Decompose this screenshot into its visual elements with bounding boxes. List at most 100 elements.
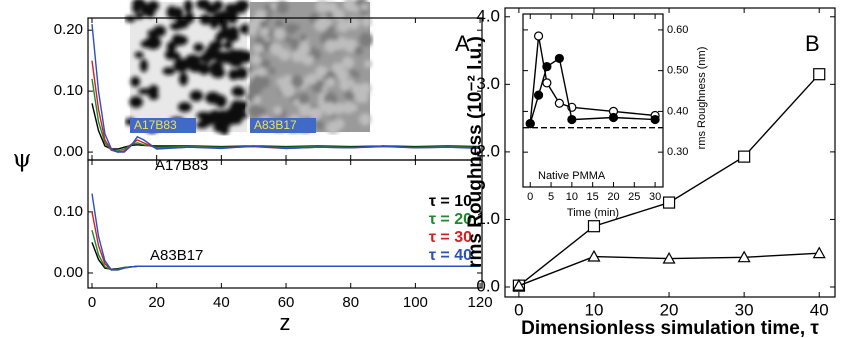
image-label: A17B83 [134, 118, 177, 132]
blob [232, 111, 248, 119]
page: {"chart_data": [ {"type": "line", "panel… [0, 0, 847, 338]
x-tick-label: 100 [403, 294, 428, 311]
x-axis-label: Dimensionless simulation time, τ [521, 318, 819, 338]
blob [223, 41, 232, 49]
x-tick-label: 15 [587, 191, 599, 203]
blob [199, 54, 211, 63]
blob [298, 43, 310, 55]
x-tick-label: 0 [88, 294, 96, 311]
y-tick-label: 0.10 [54, 82, 83, 99]
blob [337, 20, 349, 32]
blob [166, 6, 177, 19]
blob [193, 43, 204, 52]
marker [535, 32, 543, 40]
blob [300, 34, 307, 41]
x-tick-label: 20 [148, 294, 165, 311]
marker [568, 116, 576, 124]
y-tick-label: 0.30 [667, 146, 688, 158]
inset-bg [523, 14, 663, 187]
blob [153, 25, 166, 36]
blob [354, 46, 363, 55]
blob [149, 85, 159, 95]
panel-label: B [805, 31, 820, 56]
blob [359, 33, 373, 47]
blob [235, 67, 248, 79]
blob [332, 63, 343, 74]
x-tick-label: 0 [527, 191, 533, 203]
blob [269, 67, 276, 74]
blob [275, 19, 284, 28]
x-tick-label: 10 [585, 300, 604, 319]
blob [190, 90, 203, 101]
annotation: A17B83 [155, 157, 208, 174]
blob [276, 77, 285, 86]
y-tick-label: 0.50 [667, 65, 688, 77]
blob [130, 76, 140, 87]
y-axis-label: rms Roughness (10⁻² l.u.) [465, 36, 486, 268]
blob [210, 62, 224, 70]
marker [814, 69, 825, 80]
blob [348, 79, 355, 86]
blob [213, 122, 227, 133]
figure: A17B83 A83B17 0.000.100.200.000.10020406… [0, 0, 847, 338]
blob [324, 39, 337, 52]
blob [273, 106, 282, 115]
blob [333, 102, 345, 114]
blob [350, 104, 358, 112]
y-axis-label: rms Roughness (nm) [696, 47, 708, 150]
marker [535, 91, 543, 99]
y-axis-label: ψ [13, 145, 32, 173]
blob [316, 121, 324, 129]
blob [185, 54, 200, 65]
x-tick-label: 30 [735, 300, 754, 319]
blob [178, 102, 192, 112]
marker [543, 79, 551, 87]
blob [237, 5, 246, 13]
blob [210, 15, 219, 29]
blob [315, 66, 326, 77]
x-tick-label: 20 [607, 191, 619, 203]
blob [245, 93, 254, 102]
blob [359, 113, 371, 125]
blob [162, 67, 175, 75]
annotation: Native PMMA [538, 170, 606, 182]
plot-frame [88, 160, 482, 288]
blob [318, 81, 324, 87]
annotation: A83B17 [150, 247, 203, 264]
x-tick-label: 40 [810, 300, 829, 319]
blob [129, 96, 143, 108]
blob [326, 121, 339, 134]
blob [147, 1, 159, 11]
blob [247, 67, 253, 73]
y-tick-label: 4.0 [476, 6, 500, 25]
blob [248, 104, 261, 117]
blob [349, 69, 355, 75]
blob [316, 0, 329, 13]
micrograph-a17b83: A17B83 [125, 0, 254, 135]
blob [217, 30, 232, 36]
blob [196, 121, 206, 128]
marker [651, 116, 659, 124]
blob [253, 44, 263, 54]
blob [184, 0, 193, 13]
blob [179, 72, 188, 85]
blob [314, 18, 327, 31]
y-tick-label: 0.00 [54, 143, 83, 160]
blob [132, 2, 141, 13]
blob [213, 0, 223, 10]
blob [351, 5, 359, 13]
x-tick-label: 30 [649, 191, 661, 203]
marker [555, 54, 563, 62]
blob [219, 51, 234, 63]
blob [273, 28, 285, 40]
blob [170, 22, 183, 30]
blob [290, 38, 299, 47]
marker [526, 120, 534, 128]
blob [285, 23, 296, 34]
x-tick-label: 40 [213, 294, 230, 311]
x-tick-label: 60 [278, 294, 295, 311]
blob [200, 14, 212, 24]
blob [282, 84, 296, 98]
blob [251, 54, 262, 65]
y-tick-label: 0.60 [667, 24, 688, 36]
